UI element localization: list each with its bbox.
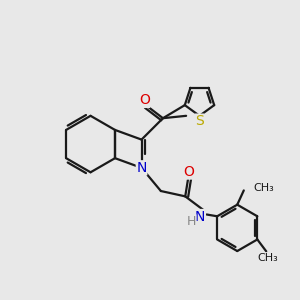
Text: O: O — [139, 93, 150, 107]
Text: CH₃: CH₃ — [253, 183, 274, 193]
Text: H: H — [187, 215, 196, 228]
Text: CH₃: CH₃ — [257, 253, 278, 263]
Text: N: N — [195, 210, 205, 224]
Text: S: S — [195, 114, 204, 128]
Text: O: O — [183, 165, 194, 179]
Text: N: N — [136, 161, 147, 175]
